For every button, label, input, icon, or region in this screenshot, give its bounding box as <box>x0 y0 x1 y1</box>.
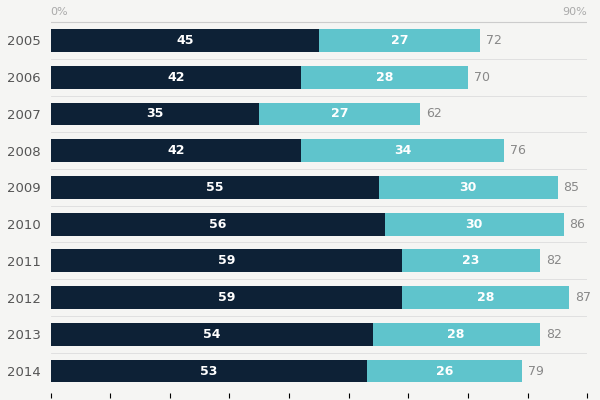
Text: 45: 45 <box>176 34 194 47</box>
Text: 79: 79 <box>528 364 544 378</box>
Bar <box>379 176 557 199</box>
Text: 86: 86 <box>569 218 586 231</box>
Text: 34: 34 <box>394 144 411 157</box>
Text: 27: 27 <box>331 108 349 120</box>
Text: 30: 30 <box>460 181 477 194</box>
Bar <box>50 360 367 382</box>
Text: 53: 53 <box>200 364 217 378</box>
Bar <box>50 250 403 272</box>
Bar <box>50 29 319 52</box>
Bar <box>259 102 421 125</box>
Text: 59: 59 <box>218 254 235 267</box>
Bar <box>50 66 301 89</box>
Text: 56: 56 <box>209 218 226 231</box>
Text: 42: 42 <box>167 144 185 157</box>
Text: 28: 28 <box>376 71 393 84</box>
Text: 35: 35 <box>146 108 164 120</box>
Text: 27: 27 <box>391 34 408 47</box>
Text: 82: 82 <box>545 328 562 341</box>
Text: 30: 30 <box>466 218 483 231</box>
Bar <box>319 29 480 52</box>
Text: 42: 42 <box>167 71 185 84</box>
Bar <box>50 176 379 199</box>
Text: 59: 59 <box>218 291 235 304</box>
Text: 26: 26 <box>436 364 453 378</box>
Bar <box>301 139 504 162</box>
Text: 72: 72 <box>486 34 502 47</box>
Text: 70: 70 <box>474 71 490 84</box>
Bar <box>50 102 259 125</box>
Text: 23: 23 <box>463 254 480 267</box>
Bar <box>50 286 403 309</box>
Text: 28: 28 <box>477 291 494 304</box>
Text: 82: 82 <box>545 254 562 267</box>
Text: 62: 62 <box>427 108 442 120</box>
Bar <box>50 139 301 162</box>
Bar <box>385 213 563 236</box>
Bar <box>367 360 522 382</box>
Bar <box>373 323 539 346</box>
Text: 90%: 90% <box>563 7 587 17</box>
Bar <box>403 250 539 272</box>
Text: 85: 85 <box>563 181 580 194</box>
Text: 0%: 0% <box>50 7 68 17</box>
Bar <box>50 213 385 236</box>
Bar <box>301 66 468 89</box>
Text: 54: 54 <box>203 328 220 341</box>
Bar <box>50 323 373 346</box>
Text: 76: 76 <box>510 144 526 157</box>
Bar <box>403 286 569 309</box>
Text: 28: 28 <box>448 328 465 341</box>
Text: 87: 87 <box>575 291 592 304</box>
Text: 55: 55 <box>206 181 223 194</box>
